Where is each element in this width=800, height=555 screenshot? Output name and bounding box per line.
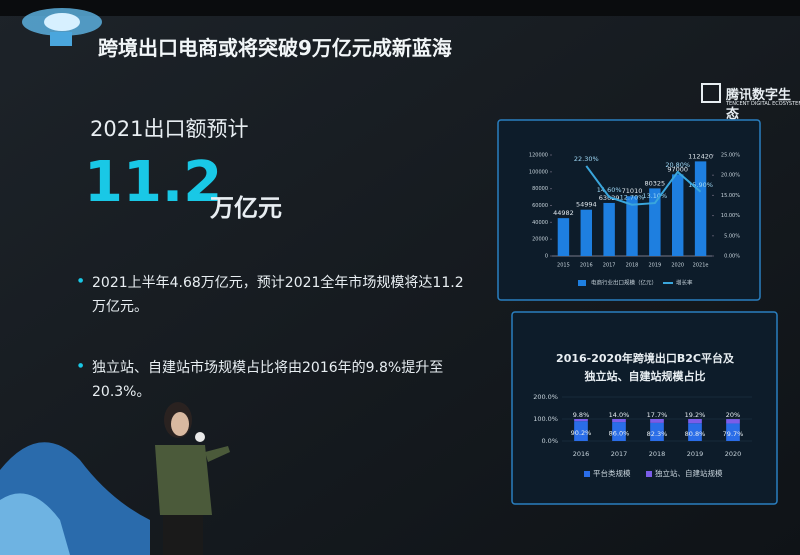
data-label: 97000 (667, 165, 688, 173)
x-tick-label: 2018 (626, 263, 639, 269)
bar (557, 218, 570, 256)
x-tick-label: 2019 (687, 450, 704, 458)
data-label: 86.0% (609, 430, 630, 438)
x-tick-label: 2021e (693, 263, 709, 269)
data-label: 20% (726, 411, 740, 419)
bar-segment (612, 422, 626, 441)
logo-mark (701, 83, 721, 103)
x-tick-label: 2018 (649, 450, 666, 458)
data-label: 19.2% (685, 411, 706, 419)
y2-tick-label: 15.00% (721, 193, 740, 199)
bar (694, 161, 707, 256)
bar-segment (650, 422, 664, 441)
bullet-dot: ● (78, 362, 84, 369)
y-tick-label: 80000 (532, 186, 548, 192)
bar-segment (688, 419, 702, 424)
data-label: 82.3% (647, 430, 668, 438)
chart-title: 2016-2020年跨境出口B2C平台及独立站、自建站规模占比 (556, 352, 734, 383)
y-tick-label: 200.0% (533, 393, 558, 401)
bullet-text: 2021上半年4.68万亿元，预计2021全年市场规模将达11.2万亿元。 (92, 275, 464, 315)
legend-label: 增长率 (676, 279, 693, 287)
logo-text: 腾讯数字生态 (726, 88, 792, 122)
bar (580, 209, 592, 256)
y-tick-label: 0.0% (541, 437, 558, 445)
data-label: 12.70% (620, 194, 645, 202)
bar-segment (574, 419, 588, 422)
legend-label: 独立站、自建站规模 (655, 468, 723, 478)
y-tick-label: 40000 (532, 220, 548, 226)
speaker (155, 402, 230, 555)
x-tick-label: 2017 (603, 263, 616, 269)
bar (672, 174, 684, 256)
x-tick-label: 2016 (573, 450, 590, 458)
y2-tick-label: 0.00% (724, 254, 740, 260)
y-tick-label: 0 (545, 254, 548, 260)
bullet-dot: ● (78, 277, 84, 284)
growth-line (585, 165, 702, 206)
data-label: 22.30% (574, 155, 599, 163)
legend-swatch (646, 471, 652, 477)
flower-decoration (0, 8, 150, 555)
legend-swatch (584, 471, 590, 477)
bar-segment (688, 423, 702, 441)
x-tick-label: 2019 (648, 263, 661, 269)
x-tick-label: 2015 (557, 263, 570, 269)
bar-segment (612, 419, 626, 423)
bar-segment (726, 423, 740, 441)
headline: 2021出口额预计 (90, 117, 249, 141)
bar (626, 196, 638, 256)
bar-segment (650, 419, 664, 423)
legend-swatch (578, 280, 586, 286)
y-tick-label: 60000 (532, 203, 548, 209)
data-label: 54994 (576, 201, 597, 209)
data-label: 9.8% (573, 411, 590, 419)
data-label: 14.0% (609, 411, 630, 419)
data-label: 80.8% (685, 430, 706, 438)
big-unit: 万亿元 (210, 194, 282, 222)
y-tick-label: 120000 (529, 153, 548, 159)
legend-label: 电商行业出口规模（亿元） (591, 279, 657, 287)
data-label: 71010 (622, 187, 643, 195)
chart-panel (511, 311, 778, 505)
data-label: 20.80% (665, 161, 690, 169)
x-tick-label: 2020 (671, 263, 684, 269)
bar (603, 202, 615, 256)
data-label: 90.2% (571, 429, 592, 437)
data-label: 112420 (688, 152, 713, 160)
x-tick-label: 2016 (580, 263, 593, 269)
data-label: 14.60% (597, 186, 622, 194)
slide-title: 跨境出口电商或将突破9万亿元成新蓝海 (98, 36, 452, 60)
big-number: 11.2 (84, 150, 223, 215)
y-tick-label: 100.0% (533, 415, 558, 423)
ceiling (0, 0, 800, 16)
bar (649, 188, 661, 256)
data-label: 80325 (645, 179, 666, 187)
x-tick-label: 2020 (725, 450, 742, 458)
data-label: 17.7% (647, 411, 668, 419)
logo-subtext: TENCENT DIGITAL ECOSYSTEM (726, 101, 800, 107)
y-tick-label: 20000 (532, 237, 548, 243)
legend-label: 平台类规模 (593, 468, 631, 478)
data-label: 79.7% (723, 430, 744, 438)
y-tick-label: 100000 (529, 169, 548, 175)
bar-segment (726, 419, 740, 424)
bar-segment (574, 421, 588, 441)
bullet-text: 独立站、自建站市场规模占比将由2016年的9.8%提升至20.3%。 (92, 360, 444, 400)
y2-tick-label: 25.00% (721, 153, 740, 159)
data-label: 15.90% (688, 181, 713, 189)
y2-tick-label: 20.00% (721, 173, 740, 179)
data-label: 13.10% (642, 192, 667, 200)
y2-tick-label: 5.00% (724, 233, 740, 239)
data-label: 44982 (553, 209, 574, 217)
y2-tick-label: 10.00% (721, 213, 740, 219)
x-tick-label: 2017 (611, 450, 628, 458)
